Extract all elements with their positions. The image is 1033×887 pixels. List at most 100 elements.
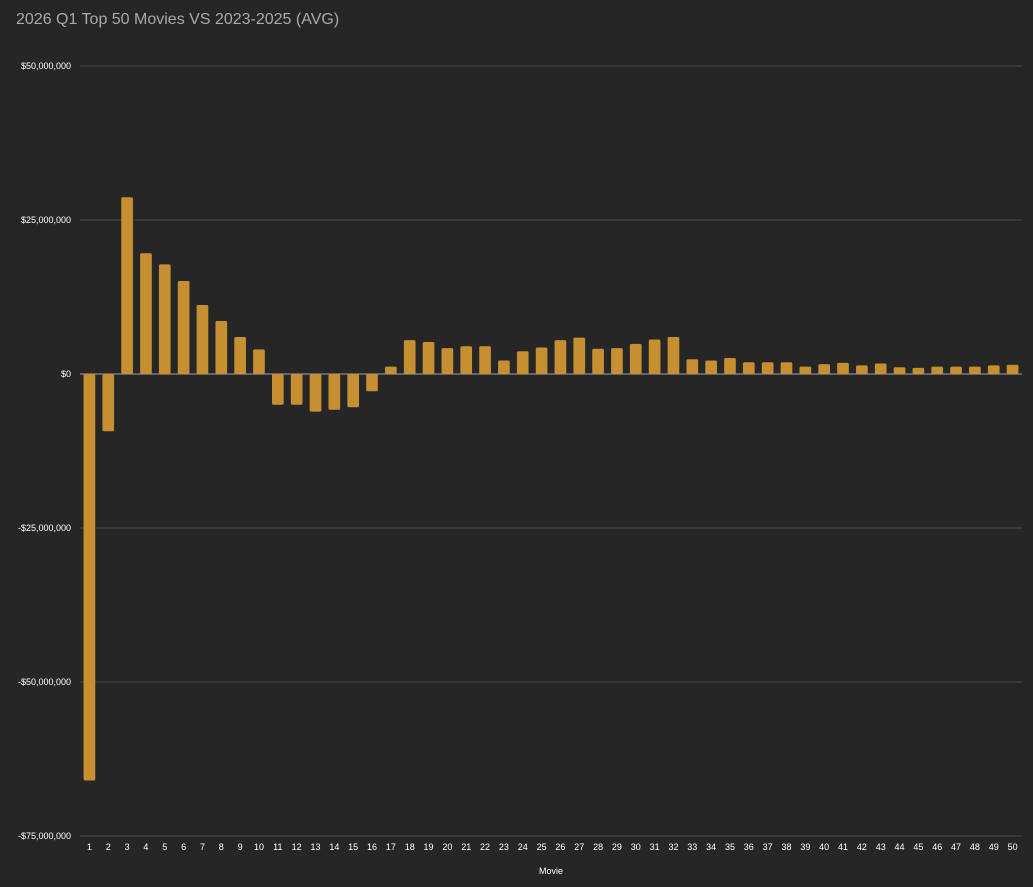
y-tick-label: $25,000,000 — [21, 215, 71, 225]
bar-movie-34 — [705, 360, 717, 374]
bar-movie-45 — [912, 367, 925, 374]
bar-movie-46 — [931, 366, 944, 374]
bar-movie-25 — [535, 347, 548, 374]
x-tick-label: 42 — [857, 842, 867, 852]
x-tick-label: 8 — [219, 842, 224, 852]
x-tick-label: 34 — [706, 842, 716, 852]
bar-movie-18 — [403, 340, 416, 374]
x-tick-label: 47 — [951, 842, 961, 852]
bar-movie-17 — [385, 366, 397, 374]
x-tick-label: 23 — [499, 842, 509, 852]
x-tick-label: 41 — [838, 842, 848, 852]
bar-movie-40 — [818, 364, 831, 374]
bar-movie-44 — [893, 367, 906, 374]
bar-movie-39 — [799, 366, 812, 374]
x-tick-label: 38 — [781, 842, 791, 852]
bar-movie-23 — [498, 360, 510, 374]
bar-movie-21 — [460, 346, 473, 374]
bar-movie-13 — [309, 374, 322, 412]
y-tick-label: -$25,000,000 — [18, 523, 71, 533]
bar-movie-43 — [874, 363, 887, 374]
x-tick-label: 7 — [200, 842, 205, 852]
bar-movie-36 — [742, 362, 755, 374]
x-tick-label: 12 — [292, 842, 302, 852]
bar-movie-49 — [987, 365, 1000, 374]
bar-movie-19 — [422, 341, 435, 374]
bar-movie-32 — [667, 337, 680, 374]
x-tick-label: 43 — [876, 842, 886, 852]
x-tick-label: 5 — [162, 842, 167, 852]
bar-movie-11 — [271, 374, 284, 405]
x-tick-label: 20 — [442, 842, 452, 852]
x-tick-label: 31 — [650, 842, 660, 852]
bar-movie-48 — [969, 366, 981, 374]
x-axis-title: Movie — [539, 866, 563, 876]
x-tick-label: 22 — [480, 842, 490, 852]
bar-movie-24 — [516, 351, 529, 374]
bar-movie-27 — [573, 337, 586, 374]
bar-movie-31 — [648, 339, 661, 374]
bar-movie-37 — [761, 362, 774, 374]
bar-movie-35 — [724, 357, 736, 374]
x-tick-label: 19 — [424, 842, 434, 852]
bar-movie-20 — [441, 348, 454, 374]
x-tick-label: 18 — [405, 842, 415, 852]
x-tick-label: 26 — [555, 842, 565, 852]
x-tick-label: 40 — [819, 842, 829, 852]
x-tick-label: 39 — [800, 842, 810, 852]
bar-movie-9 — [234, 337, 246, 374]
bar-movie-15 — [347, 374, 360, 408]
bar-movie-14 — [328, 374, 341, 410]
y-tick-label: -$75,000,000 — [18, 831, 71, 841]
x-tick-label: 44 — [895, 842, 905, 852]
bar-movie-50 — [1006, 364, 1019, 374]
x-tick-label: 48 — [970, 842, 980, 852]
x-tick-label: 1 — [87, 842, 92, 852]
x-tick-label: 28 — [593, 842, 603, 852]
x-tick-label: 2 — [106, 842, 111, 852]
bar-movie-6 — [177, 280, 190, 374]
x-tick-label: 37 — [763, 842, 773, 852]
x-tick-label: 45 — [913, 842, 923, 852]
x-tick-label: 15 — [348, 842, 358, 852]
x-tick-label: 32 — [668, 842, 678, 852]
bar-movie-5 — [158, 264, 171, 374]
chart-title: 2026 Q1 Top 50 Movies VS 2023-2025 (AVG) — [16, 11, 340, 28]
x-tick-label: 9 — [238, 842, 243, 852]
x-tick-label: 29 — [612, 842, 622, 852]
bar-movie-30 — [629, 343, 642, 374]
bar-movie-2 — [102, 374, 115, 432]
x-tick-label: 27 — [574, 842, 584, 852]
bar-movie-7 — [196, 305, 209, 374]
bar-movie-4 — [140, 253, 152, 374]
x-tick-label: 33 — [687, 842, 697, 852]
bars — [83, 197, 1019, 781]
x-tick-label: 6 — [181, 842, 186, 852]
bar-movie-8 — [215, 321, 228, 374]
y-tick-label: $50,000,000 — [21, 61, 71, 71]
x-tick-label: 46 — [932, 842, 942, 852]
x-axis-labels: 1 2 3 4 5 6 7 8 9 10 11 12 13 14 15 16 17 18 19 20 21 22 23 24 2… — [87, 842, 1018, 852]
bar-movie-33 — [686, 359, 699, 374]
x-tick-label: 30 — [631, 842, 641, 852]
bar-movie-38 — [780, 362, 793, 374]
bar-movie-12 — [290, 374, 303, 405]
bar-movie-26 — [554, 340, 567, 374]
grid-layer — [80, 65, 1022, 837]
y-tick-label: -$50,000,000 — [18, 677, 71, 687]
bar-movie-41 — [837, 362, 849, 374]
bar-movie-16 — [366, 374, 378, 392]
x-tick-label: 10 — [254, 842, 264, 852]
x-tick-label: 4 — [143, 842, 148, 852]
bar-movie-22 — [479, 346, 491, 374]
bar-movie-29 — [611, 348, 623, 374]
x-tick-label: 11 — [273, 842, 282, 852]
bar-movie-47 — [950, 366, 962, 374]
x-tick-label: 21 — [461, 842, 471, 852]
x-tick-label: 24 — [518, 842, 528, 852]
x-tick-label: 49 — [989, 842, 999, 852]
x-tick-label: 3 — [125, 842, 130, 852]
x-tick-label: 35 — [725, 842, 735, 852]
x-tick-label: 36 — [744, 842, 754, 852]
